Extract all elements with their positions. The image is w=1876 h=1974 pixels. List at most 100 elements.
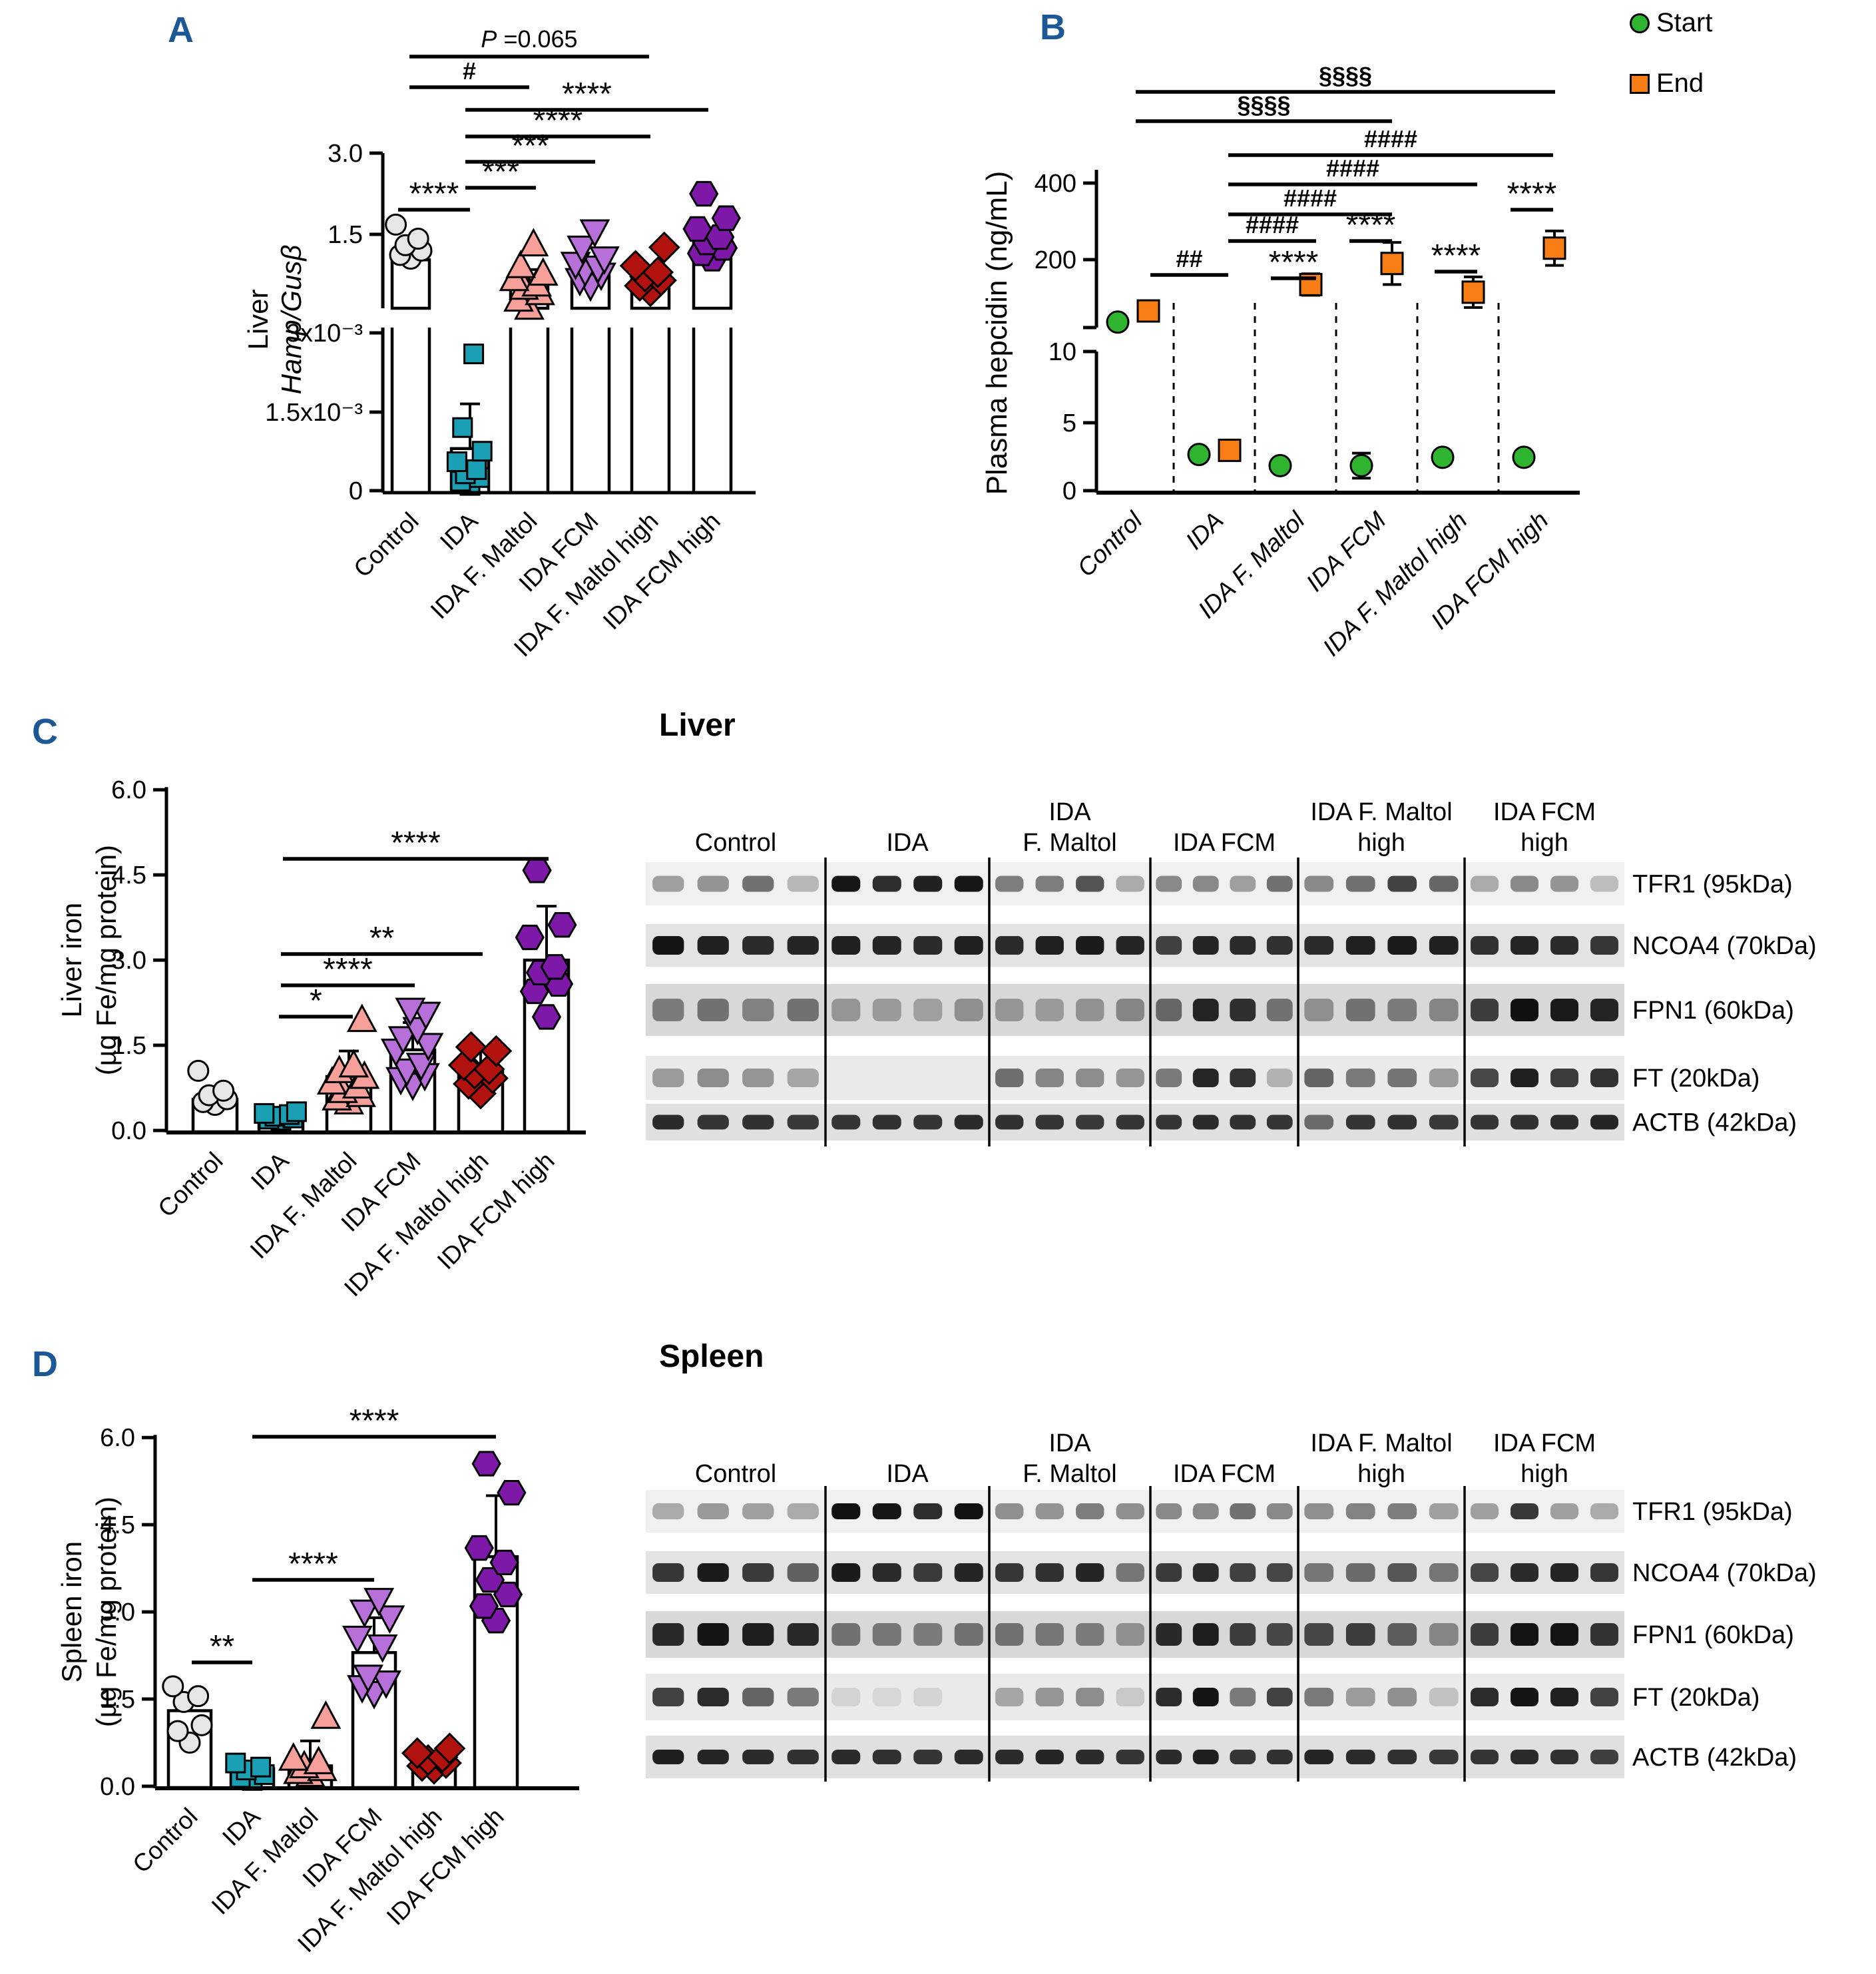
tick-label: 6.0 bbox=[100, 1424, 135, 1452]
category-label: Control bbox=[1072, 505, 1148, 582]
significance-label: # bbox=[463, 57, 476, 85]
panel-a-letter: A bbox=[168, 10, 194, 50]
blot-band bbox=[1387, 1623, 1417, 1646]
blot-row-label: TFR1 (95kDa) bbox=[1632, 871, 1793, 899]
data-point bbox=[446, 451, 467, 473]
blot-band bbox=[954, 999, 983, 1021]
significance-label: #### bbox=[1246, 211, 1299, 238]
blot-band bbox=[1429, 1114, 1459, 1130]
data-point bbox=[407, 228, 429, 250]
data-point-end bbox=[1380, 252, 1404, 276]
legend-end-label: End bbox=[1656, 69, 1704, 98]
data-point bbox=[471, 441, 493, 462]
blot-band bbox=[787, 1069, 819, 1087]
blot-column-label: IDA bbox=[886, 829, 929, 857]
significance-label: *** bbox=[511, 128, 549, 164]
significance-label: **** bbox=[533, 103, 583, 138]
blot-band bbox=[1156, 1069, 1182, 1087]
blot-band bbox=[1511, 999, 1538, 1021]
blot-band bbox=[1266, 1750, 1293, 1764]
blot-band bbox=[1156, 1750, 1182, 1764]
data-point-end bbox=[1542, 236, 1566, 260]
blot-band bbox=[954, 1503, 983, 1519]
data-point bbox=[162, 1675, 184, 1698]
tick-label: 10 bbox=[1049, 338, 1076, 366]
blot-band bbox=[1230, 875, 1256, 892]
y-axis-label: Plasma hepcidin (ng/mL) bbox=[981, 171, 1013, 495]
blot-band bbox=[1590, 875, 1618, 892]
blot-band bbox=[1230, 1750, 1256, 1764]
blot-band bbox=[1471, 1623, 1499, 1646]
blot-band bbox=[995, 1114, 1024, 1130]
data-point bbox=[250, 1756, 272, 1778]
blot-band bbox=[1156, 1503, 1182, 1519]
blot-band bbox=[1076, 875, 1104, 892]
data-point bbox=[254, 1103, 275, 1124]
category-label: IDA F. Maltol high bbox=[1317, 507, 1473, 662]
blot-band bbox=[1192, 875, 1219, 892]
blot-band bbox=[1266, 1563, 1293, 1582]
data-point bbox=[493, 1581, 523, 1608]
blot-band bbox=[1590, 936, 1618, 955]
blot-band bbox=[1304, 1688, 1334, 1706]
blot-band bbox=[1429, 936, 1459, 955]
blot-band bbox=[1387, 1114, 1417, 1130]
category-label: IDA bbox=[217, 1802, 266, 1851]
blot-band bbox=[1387, 1503, 1417, 1519]
blot-band bbox=[872, 999, 901, 1021]
blot-band bbox=[995, 936, 1024, 955]
panel-c-letter: C bbox=[32, 712, 58, 752]
liver-blot-title: Liver bbox=[659, 708, 736, 743]
blot-band bbox=[1387, 875, 1417, 892]
significance-label: ## bbox=[1176, 245, 1202, 272]
blot-band bbox=[1192, 1750, 1219, 1764]
blot-band bbox=[1230, 1563, 1256, 1582]
category-label: IDA bbox=[435, 507, 483, 555]
tick-label: 5 bbox=[1062, 409, 1076, 437]
data-point bbox=[540, 954, 570, 980]
data-point bbox=[463, 344, 485, 365]
data-point bbox=[515, 924, 545, 951]
blot-band bbox=[995, 1623, 1024, 1646]
blot-band bbox=[652, 1750, 684, 1764]
blot-band bbox=[954, 1750, 983, 1764]
blot-band bbox=[697, 1069, 729, 1087]
panel-d-letter: D bbox=[32, 1344, 58, 1384]
blot-band bbox=[1192, 999, 1219, 1021]
blot-band bbox=[1230, 1069, 1256, 1087]
blot-band bbox=[787, 1563, 819, 1582]
data-point bbox=[395, 997, 426, 1027]
blot-band bbox=[1471, 1688, 1499, 1706]
tick-label: 0.0 bbox=[111, 1117, 146, 1145]
blot-band bbox=[831, 1563, 861, 1582]
y-axis-label: Liver bbox=[242, 289, 274, 350]
significance-label: **** bbox=[1431, 238, 1481, 274]
blot-band bbox=[954, 875, 983, 892]
blot-column-label: IDA FCM bbox=[1493, 1429, 1596, 1457]
data-point bbox=[371, 1670, 401, 1699]
data-point bbox=[567, 235, 598, 264]
blot-band bbox=[1550, 1503, 1578, 1519]
blot-band bbox=[1116, 999, 1144, 1021]
blot-band bbox=[1345, 1563, 1375, 1582]
blot-band bbox=[1304, 1114, 1334, 1130]
blot-band bbox=[1156, 1114, 1182, 1130]
blot-band bbox=[1230, 999, 1256, 1021]
significance-label: **** bbox=[288, 1547, 338, 1582]
data-point bbox=[579, 219, 610, 248]
blot-band bbox=[995, 1750, 1024, 1764]
blot-band bbox=[1471, 1563, 1499, 1582]
blot-row-label: FT (20kDa) bbox=[1632, 1065, 1759, 1093]
blot-band bbox=[1345, 1688, 1375, 1706]
blot-band bbox=[1076, 1623, 1104, 1646]
legend-end-item: End bbox=[1630, 69, 1712, 99]
blot-band bbox=[787, 1114, 819, 1130]
blot-band bbox=[1230, 1688, 1256, 1706]
blot-band bbox=[831, 875, 861, 892]
blot-band bbox=[697, 1503, 729, 1519]
data-point-start bbox=[1349, 453, 1373, 477]
blot-band bbox=[831, 1688, 861, 1706]
blot-column-label: IDA F. Maltol bbox=[1310, 1429, 1452, 1457]
